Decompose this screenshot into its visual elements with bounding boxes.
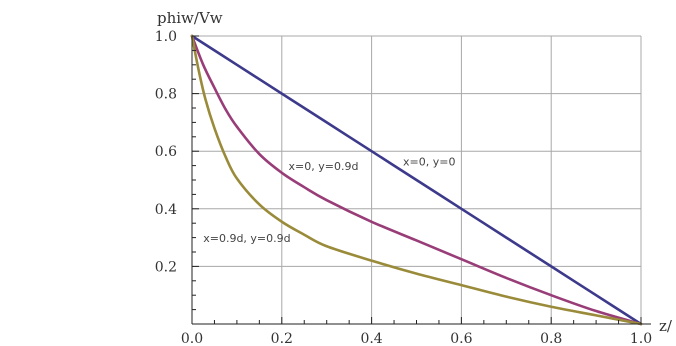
series-line-2 (190, 34, 643, 326)
y-tick-label: 0.4 (155, 202, 177, 218)
series-group (190, 34, 643, 326)
y-tick-label: 1.0 (155, 29, 177, 45)
y-tick-label: 0.2 (155, 259, 177, 275)
x-tick-label: 0.6 (450, 331, 472, 346)
y-axis-label: phiw/Vw (157, 9, 223, 27)
series-line-1 (190, 34, 643, 326)
series-line-3 (190, 34, 643, 326)
x-tick-label: 0.8 (540, 331, 562, 346)
y-tick-label: 0.8 (155, 87, 177, 103)
curve-annotation: x=0.9d, y=0.9d (203, 232, 290, 245)
grid (192, 35, 642, 324)
curve-annotation: x=0, y=0.9d (289, 160, 359, 173)
x-tick-label: 1.0 (630, 331, 652, 346)
x-tick-label: 0.4 (360, 331, 382, 346)
ticks: 0.0 0.2 0.4 0.6 0.8 1.0 0.2 0.4 0.6 0.8 1.0 (155, 29, 652, 346)
x-tick-label: 0.0 (181, 331, 203, 346)
annotations: x=0, y=0 x=0, y=0.9d x=0.9d, y=0.9d (203, 156, 455, 245)
x-axis-label: z/ (659, 317, 673, 335)
labels: phiw/Vw z/ (157, 9, 673, 335)
y-tick-label: 0.6 (155, 144, 177, 160)
x-tick-label: 0.2 (271, 331, 293, 346)
curve-annotation: x=0, y=0 (403, 156, 455, 169)
